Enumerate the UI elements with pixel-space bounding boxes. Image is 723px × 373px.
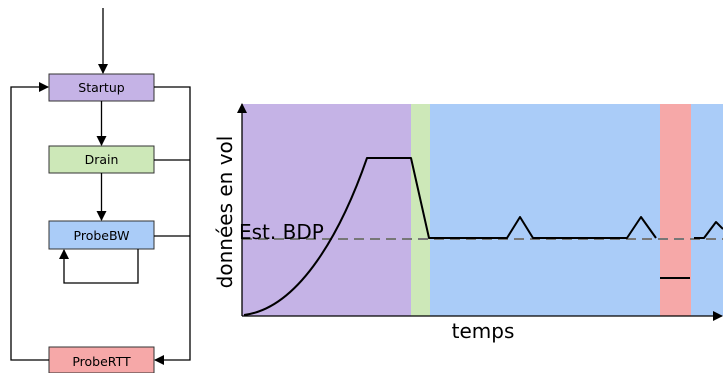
startup-state-label: Startup [78,80,124,95]
timeline-plot: Est. BDP temps données en vol [213,103,723,343]
bdp-label: Est. BDP [239,220,324,244]
states-to-probertt-arrow [154,86,191,365]
probertt-to-startup-arrow [10,82,49,361]
probebw-phase-band-2 [691,104,723,316]
state-machine: Startup Drain ProbeBW ProbeRTT [10,8,191,373]
y-axis-label: données en vol [213,136,237,289]
probebw-state-box [48,220,155,250]
probertt-state-label: ProbeRTT [72,354,131,369]
drain-phase-band [411,104,430,316]
startup-phase-band [242,104,411,316]
probebw-self-loop-arrow [59,249,139,284]
probebw-state-label: ProbeBW [74,228,130,243]
drain-state-box [48,145,155,174]
probebw-phase-band [430,104,660,316]
inflight-curve [243,157,723,316]
drain-state-label: Drain [85,152,119,167]
probertt-state-box [48,346,155,373]
probertt-phase-band [660,104,691,316]
x-axis-label: temps [452,319,515,343]
